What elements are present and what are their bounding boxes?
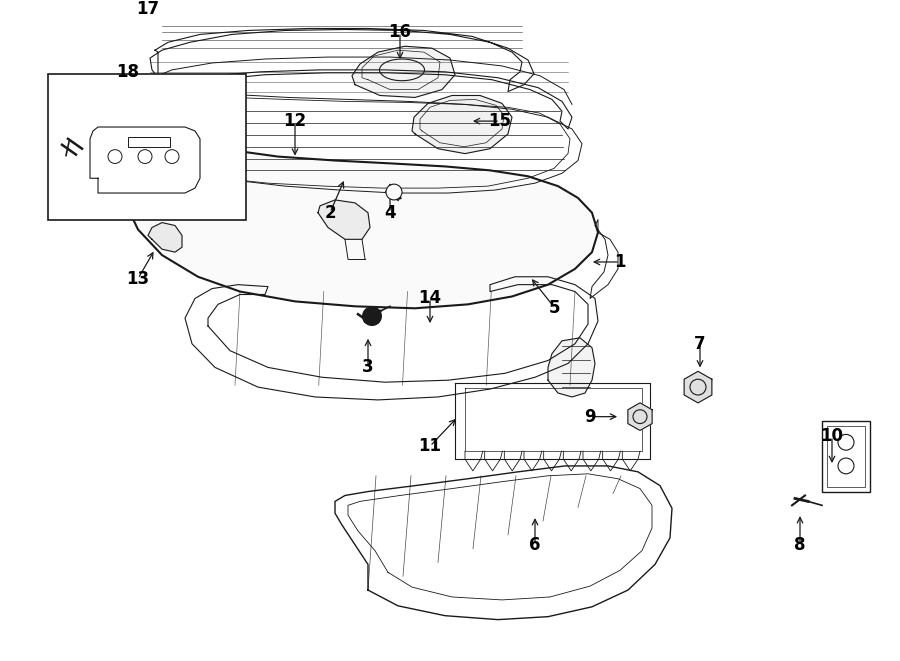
Text: 7: 7: [694, 334, 706, 353]
Text: 16: 16: [389, 23, 411, 42]
Text: 15: 15: [489, 112, 511, 130]
Polygon shape: [318, 200, 370, 239]
Text: 8: 8: [794, 536, 806, 554]
Polygon shape: [684, 371, 712, 403]
Polygon shape: [548, 338, 595, 397]
Circle shape: [386, 184, 402, 200]
Text: 18: 18: [116, 63, 140, 81]
Text: 14: 14: [418, 290, 442, 307]
Text: 6: 6: [529, 536, 541, 554]
Text: 2: 2: [324, 204, 336, 221]
Text: 17: 17: [137, 0, 159, 18]
Text: 4: 4: [384, 204, 396, 221]
Text: 3: 3: [362, 358, 374, 376]
Text: 5: 5: [549, 299, 561, 317]
Polygon shape: [118, 114, 598, 308]
Polygon shape: [352, 46, 455, 97]
Circle shape: [362, 306, 382, 326]
Polygon shape: [148, 223, 182, 252]
Bar: [128, 137, 170, 147]
Text: 10: 10: [821, 428, 843, 446]
Text: 13: 13: [126, 270, 149, 288]
Text: 12: 12: [284, 112, 307, 130]
Bar: [822, 420, 870, 492]
Bar: [48, 74, 246, 219]
Bar: [827, 426, 865, 486]
Text: 11: 11: [418, 437, 442, 455]
Polygon shape: [412, 95, 512, 153]
Polygon shape: [628, 403, 652, 430]
Text: 9: 9: [584, 408, 596, 426]
Text: 1: 1: [614, 253, 626, 271]
